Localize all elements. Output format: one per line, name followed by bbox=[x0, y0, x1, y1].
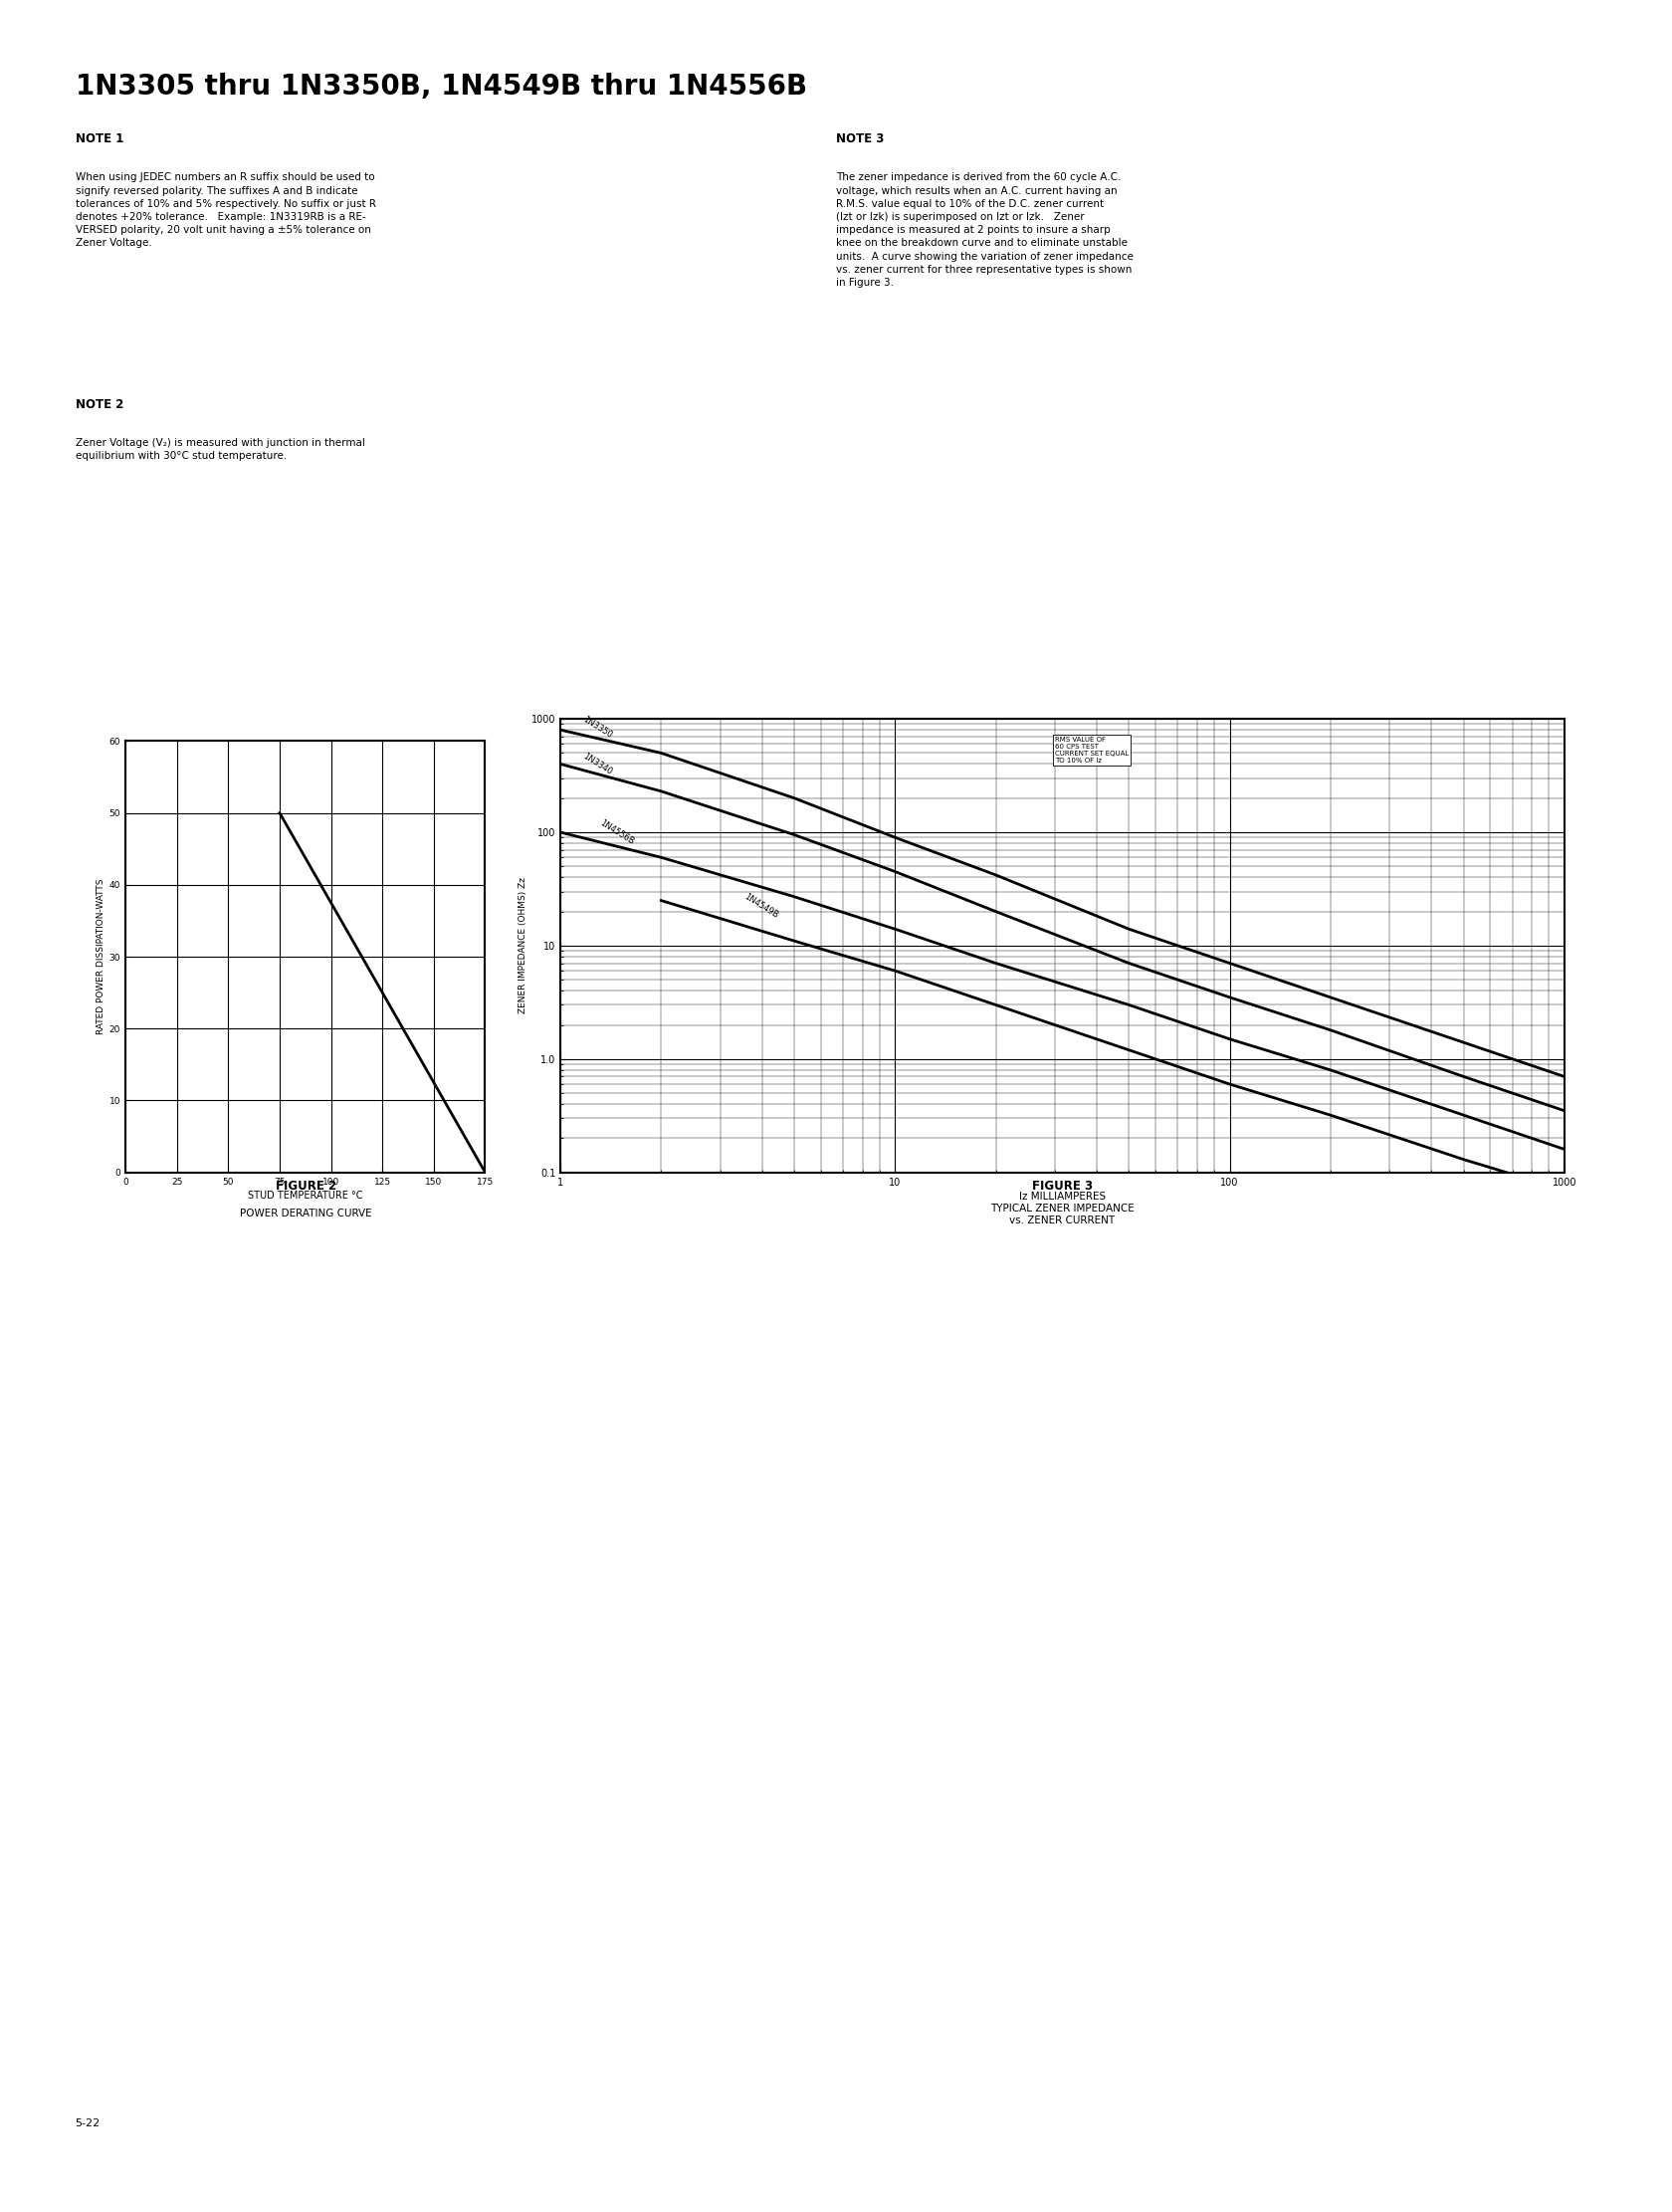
Text: FIGURE 3: FIGURE 3 bbox=[1032, 1179, 1092, 1192]
Text: POWER DERATING CURVE: POWER DERATING CURVE bbox=[241, 1208, 371, 1219]
Text: 5-22: 5-22 bbox=[75, 2117, 100, 2128]
Y-axis label: RATED POWER DISSIPATION-WATTS: RATED POWER DISSIPATION-WATTS bbox=[95, 878, 105, 1035]
Text: When using JEDEC numbers an R suffix should be used to
signify reversed polarity: When using JEDEC numbers an R suffix sho… bbox=[75, 173, 376, 248]
X-axis label: Iz MILLIAMPERES: Iz MILLIAMPERES bbox=[1018, 1192, 1105, 1201]
Text: RMS VALUE OF
60 CPS TEST
CURRENT SET EQUAL
TO 10% OF Iz: RMS VALUE OF 60 CPS TEST CURRENT SET EQU… bbox=[1053, 737, 1129, 763]
Y-axis label: ZENER IMPEDANCE (OHMS) Zz: ZENER IMPEDANCE (OHMS) Zz bbox=[518, 878, 527, 1013]
Text: 1N3350: 1N3350 bbox=[580, 714, 614, 741]
Text: 1N3340: 1N3340 bbox=[580, 752, 614, 776]
Text: NOTE 3: NOTE 3 bbox=[836, 133, 884, 146]
Text: Zener Voltage (V₂) is measured with junction in thermal
equilibrium with 30°C st: Zener Voltage (V₂) is measured with junc… bbox=[75, 438, 364, 460]
Text: TYPICAL ZENER IMPEDANCE
vs. ZENER CURRENT: TYPICAL ZENER IMPEDANCE vs. ZENER CURREN… bbox=[990, 1203, 1134, 1225]
Text: FIGURE 2: FIGURE 2 bbox=[276, 1179, 336, 1192]
Text: 1N3305 thru 1N3350B, 1N4549B thru 1N4556B: 1N3305 thru 1N3350B, 1N4549B thru 1N4556… bbox=[75, 73, 806, 102]
Text: The zener impedance is derived from the 60 cycle A.C.
voltage, which results whe: The zener impedance is derived from the … bbox=[836, 173, 1134, 288]
Text: NOTE 1: NOTE 1 bbox=[75, 133, 124, 146]
Text: NOTE 2: NOTE 2 bbox=[75, 398, 124, 411]
X-axis label: STUD TEMPERATURE °C: STUD TEMPERATURE °C bbox=[247, 1190, 363, 1201]
Text: 1N4549B: 1N4549B bbox=[742, 891, 779, 920]
Text: 1N4556B: 1N4556B bbox=[599, 818, 635, 847]
